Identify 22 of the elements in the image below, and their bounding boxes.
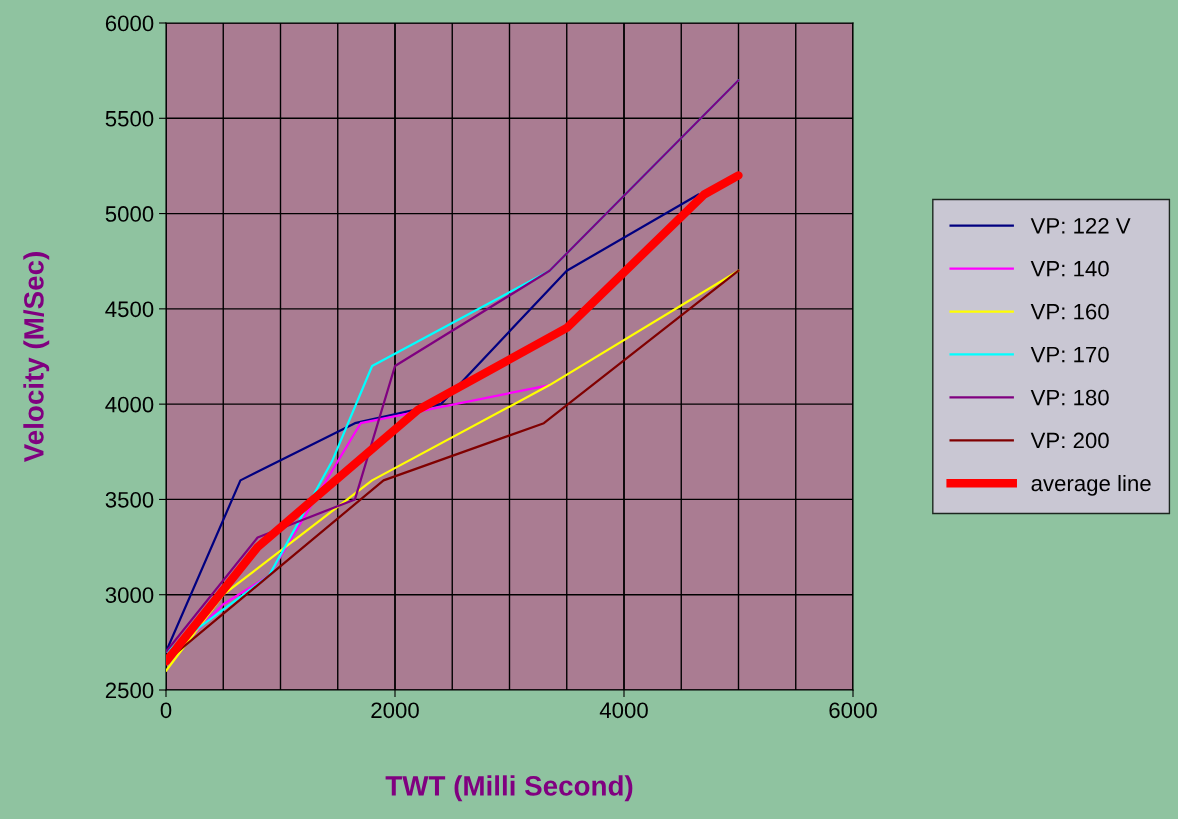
legend-label: VP: 140	[1030, 260, 1109, 277]
legend-label: VP: 170	[1030, 346, 1109, 363]
x-tick-label: 6000	[829, 702, 877, 719]
y-tick-label: 2500	[105, 682, 154, 699]
y-tick-label: 6000	[105, 15, 154, 32]
y-tick-label: 4500	[105, 301, 154, 318]
legend-label: VP: 122 V	[1030, 217, 1131, 234]
line-series	[166, 79, 740, 653]
legend-label: average line	[1031, 474, 1151, 496]
x-axis-title: TWT (Milli Second)	[385, 775, 633, 802]
x-tick-label: 2000	[371, 702, 419, 719]
legend-label: VP: 200	[1030, 432, 1109, 449]
y-tick-label: 3000	[105, 587, 154, 603]
y-tick-label: 5500	[105, 110, 154, 127]
y-axis-title: Velocity (M/Sec)	[23, 252, 50, 463]
y-tick-label: 4000	[105, 396, 154, 413]
y-tick-label: 3500	[105, 491, 154, 508]
legend-label: VP: 180	[1030, 389, 1109, 406]
x-tick-label: 4000	[599, 702, 648, 719]
y-tick-label: 5000	[105, 206, 154, 222]
x-tick-label: 0	[160, 702, 172, 719]
legend-label: VP: 160	[1030, 303, 1109, 320]
